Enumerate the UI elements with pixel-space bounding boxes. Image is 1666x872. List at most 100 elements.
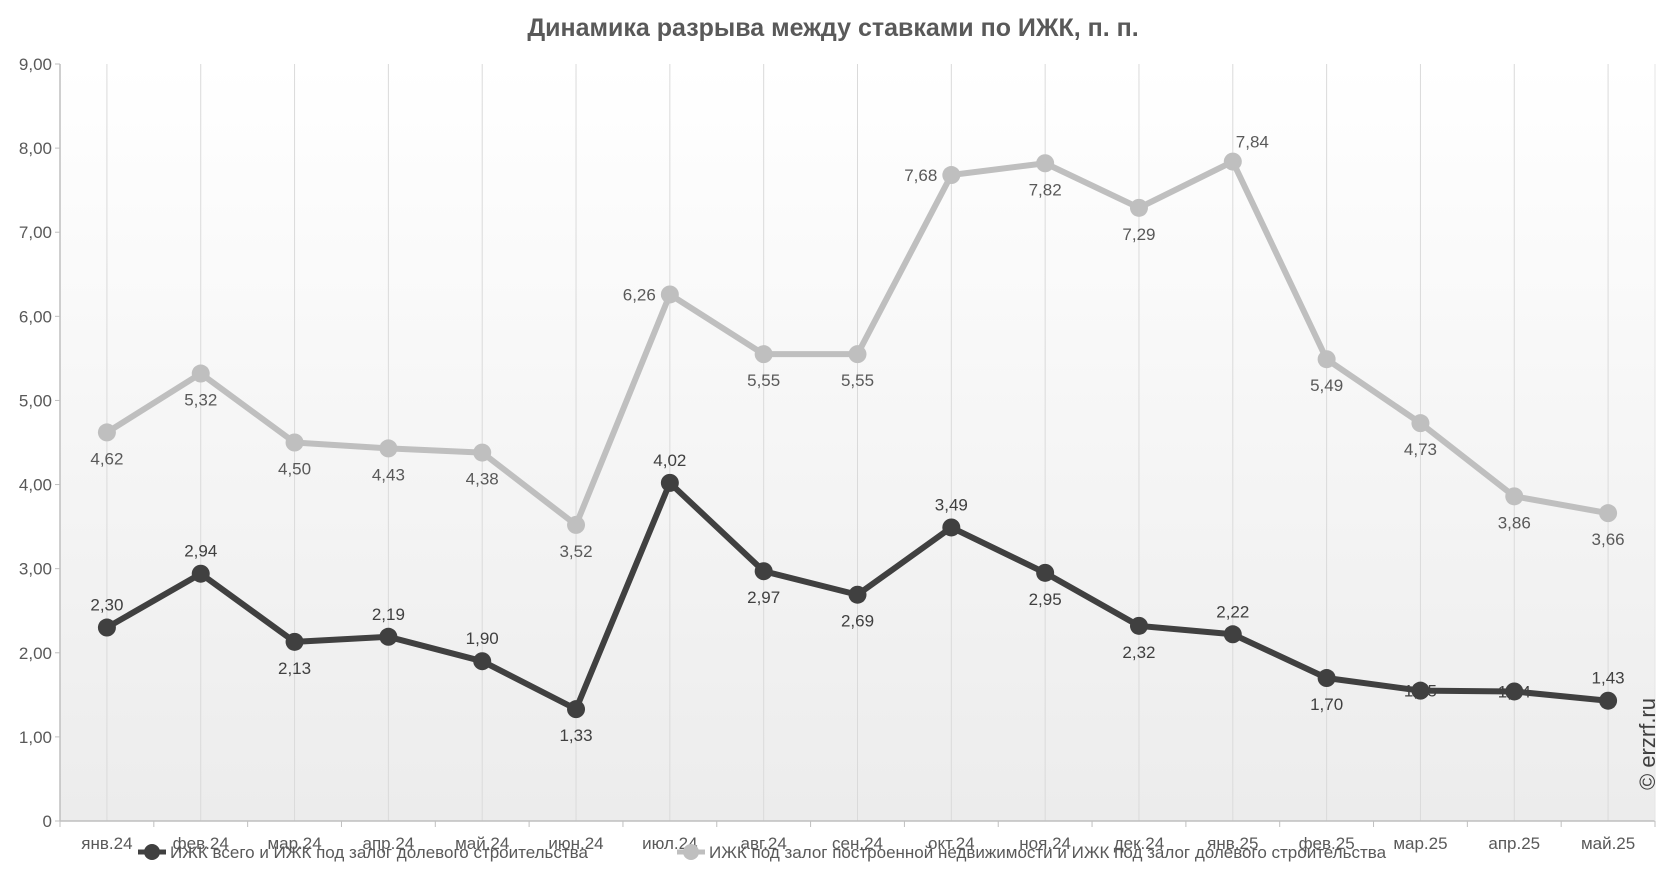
x-tick-label: июн.24 [548,834,603,853]
data-label: 4,02 [653,451,686,470]
x-tick-label: ноя.24 [1019,834,1071,853]
data-label: 4,50 [278,460,311,479]
data-point [1317,669,1336,688]
y-tick-label: 5,00 [19,391,52,410]
legend-label: ИЖК всего и ИЖК под залог долевого строи… [170,843,589,862]
data-label: 4,62 [90,449,123,468]
data-label: 2,32 [1122,643,1155,662]
data-label: 7,84 [1236,133,1269,152]
data-point [942,518,961,537]
data-label: 2,13 [278,659,311,678]
data-label: 4,73 [1404,440,1437,459]
y-tick-label: 6,00 [19,307,52,326]
data-label: 3,66 [1592,530,1625,549]
data-label: 4,43 [372,465,405,484]
data-point [1317,350,1336,369]
data-label: 2,97 [747,588,780,607]
x-tick-label: мар.24 [267,834,321,853]
data-point [567,700,586,719]
data-point [754,345,773,364]
x-tick-label: мар.25 [1393,834,1447,853]
data-point [473,443,492,462]
data-label: 5,32 [184,391,217,410]
data-label: 2,22 [1216,602,1249,621]
y-tick-label: 1,00 [19,728,52,747]
data-label: 1,55 [1404,682,1437,701]
x-tick-label: авг.24 [741,834,787,853]
y-tick-label: 8,00 [19,139,52,158]
data-label: 1,70 [1310,695,1343,714]
data-point [285,433,304,452]
chart-title: Динамика разрыва между ставками по ИЖК, … [527,14,1138,42]
data-point [379,627,398,646]
data-point [754,562,773,581]
legend: ИЖК всего и ИЖК под залог долевого строи… [138,843,1387,862]
data-label: 5,55 [747,371,780,390]
data-point [1599,691,1618,710]
data-point [1036,154,1055,173]
x-tick-label: фев.25 [1299,834,1355,853]
data-point [1223,625,1242,644]
data-point [942,166,961,185]
data-point [379,439,398,458]
data-point [1599,504,1618,523]
data-point [1036,563,1055,582]
x-tick-label: май.24 [455,834,509,853]
grid-lines [106,64,1609,821]
data-label: 1,33 [559,726,592,745]
x-tick-label: июл.24 [642,834,697,853]
data-label: 1,90 [466,629,499,648]
x-tick-label: янв.24 [81,834,132,853]
x-tick-label: фев.24 [173,834,229,853]
data-label: 5,55 [841,371,874,390]
legend-swatch-marker [144,844,160,860]
data-point [1411,414,1430,433]
watermark-text: © erzrf.ru [1635,698,1660,790]
legend-swatch-marker [683,844,699,860]
y-tick-label: 4,00 [19,476,52,495]
data-point [848,345,867,364]
data-label: 7,68 [904,166,937,185]
x-tick-label: май.25 [1581,834,1635,853]
x-tick-label: янв.25 [1207,834,1258,853]
data-label: 3,86 [1498,513,1531,532]
x-tick-label: апр.24 [363,834,415,853]
axes: 0 1,00 2,00 3,00 4,00 5,00 6,00 7,00 8,00 9,00 янв… [19,55,1656,853]
x-tick-label: дек.24 [1114,834,1164,853]
data-label: 3,49 [935,495,968,514]
data-point [1129,616,1148,635]
data-label: 5,49 [1310,376,1343,395]
y-tick-label: 3,00 [19,560,52,579]
data-point [285,632,304,651]
data-label: 2,95 [1029,590,1062,609]
data-point [97,618,116,637]
series [97,152,1618,719]
data-point [1411,681,1430,700]
data-point [1505,682,1524,701]
data-point [1223,152,1242,171]
data-point [848,585,867,604]
y-tick-label: 2,00 [19,644,52,663]
data-label: 3,52 [559,542,592,561]
data-label: 4,38 [466,470,499,489]
data-label: 1,43 [1592,669,1625,688]
x-tick-label: окт.24 [928,834,975,853]
data-label: 7,29 [1122,225,1155,244]
data-label: 6,26 [623,285,656,304]
y-tick-label: 7,00 [19,223,52,242]
data-point [660,473,679,492]
legend-label: ИЖК под залог построенной недвижимости и… [709,843,1387,862]
data-point [191,564,210,583]
data-point [473,652,492,671]
data-label: 1,54 [1498,682,1531,701]
data-point [660,285,679,304]
data-label: 2,19 [372,605,405,624]
data-labels: 2,30 2,94 2,13 2,19 1,90 1,33 4,02 2,97 2,69 3,49… [90,133,1624,746]
data-label: 7,82 [1029,180,1062,199]
y-tick-label: 9,00 [19,55,52,74]
data-point [567,515,586,534]
data-label: 2,69 [841,612,874,631]
data-point [97,423,116,442]
data-label: 2,94 [184,542,217,561]
